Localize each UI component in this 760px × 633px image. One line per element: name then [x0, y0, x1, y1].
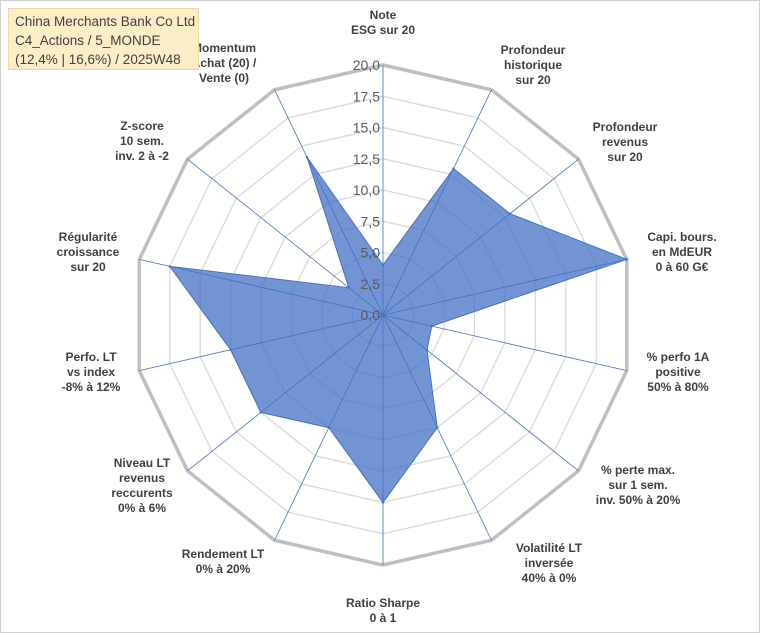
axis-label-line: inversée — [525, 556, 574, 570]
company-name: China Merchants Bank Co Ltd — [15, 14, 196, 29]
series-point — [229, 348, 232, 351]
axis-label-line: Régularité — [59, 230, 118, 244]
radial-tick-label: 2,5 — [361, 276, 381, 292]
axis-label: Z-score 10 sem. inv. 2 à -2 — [115, 119, 169, 163]
series-point — [168, 265, 171, 268]
series-point — [381, 501, 385, 504]
axis-label: Capi. bours. en MdEUR 0 à 60 G€ — [647, 230, 716, 274]
axis-label-line: Volatilité LT — [516, 541, 583, 555]
axis-label-line: Note — [370, 8, 397, 22]
axis-label-line: en MdEUR — [652, 245, 712, 259]
series-point — [381, 263, 385, 267]
performance-period: (12,4% | 16,6%) / 2025W48 — [15, 52, 181, 67]
axis-label-line: Achat (20) / — [192, 56, 257, 70]
axis-label-line: sur 20 — [70, 260, 106, 274]
axis-label: Ratio Sharpe 0 à 1 — [346, 596, 420, 625]
axis-label-line: 50% à 80% — [647, 380, 709, 394]
radial-tick-label: 0,0 — [361, 307, 381, 323]
axis-label-line: 0% à 20% — [196, 562, 251, 576]
series-point — [327, 426, 330, 429]
axis-label-line: Capi. bours. — [647, 230, 716, 244]
series-point — [436, 426, 439, 429]
axis-label-line: Perfo. LT — [65, 350, 117, 364]
series-area — [168, 157, 629, 504]
axis-label-line: Vente (0) — [199, 71, 249, 85]
radial-tick-label: 15,0 — [353, 120, 380, 136]
axis-label-line: Profondeur — [501, 43, 566, 57]
radial-tick-label: 17,5 — [353, 88, 380, 104]
radial-tick-label: 20,0 — [353, 57, 380, 73]
axis-label-line: 0% à 6% — [118, 501, 166, 515]
radial-tick-label: 5,0 — [361, 245, 381, 261]
radar-series — [168, 156, 629, 504]
axis-label-line: revenus — [119, 471, 165, 485]
axis-label-line: Niveau LT — [114, 456, 171, 470]
axis-label: Régularité croissance sur 20 — [57, 230, 120, 274]
axis-label: Niveau LT revenus reccurents 0% à 6% — [111, 456, 173, 515]
axis-label-line: % perte max. — [601, 463, 675, 477]
axis-label-line: -8% à 12% — [62, 380, 121, 394]
series-point — [508, 212, 512, 215]
axis-label-line: historique — [504, 58, 562, 72]
series-point — [625, 258, 628, 261]
axis-label-line: sur 20 — [515, 73, 551, 87]
axis-label: Momentum Achat (20) / Vente (0) — [192, 41, 257, 85]
axis-label-line: inv. 50% à 20% — [596, 493, 681, 507]
axis-label-line: sur 20 — [607, 150, 643, 164]
series-point — [347, 286, 350, 289]
portfolio-category: C4_Actions / 5_MONDE — [15, 33, 161, 48]
axis-label-line: sur 1 sem. — [608, 478, 667, 492]
axis-label: % perte max. sur 1 sem. inv. 50% à 20% — [596, 463, 681, 507]
radial-tick-label: 7,5 — [361, 213, 381, 229]
series-point — [425, 348, 429, 352]
axis-label-line: croissance — [57, 245, 120, 259]
axis-label-line: positive — [655, 365, 701, 379]
axis-label-line: Z-score — [120, 119, 164, 133]
radial-tick-labels: 0,0 2,5 5,0 7,5 10,0 12,5 15,0 17,5 20,0 — [353, 57, 380, 323]
axis-label-line: revenus — [602, 135, 648, 149]
axis-label: Profondeur historique sur 20 — [501, 43, 566, 87]
axis-label-line: Rendement LT — [182, 547, 265, 561]
series-point — [452, 167, 455, 170]
axis-label-line: Profondeur — [593, 120, 658, 134]
axis-label: Volatilité LT inversée 40% à 0% — [516, 541, 583, 585]
info-box: China Merchants Bank Co Ltd C4_Actions /… — [8, 8, 199, 70]
axis-label: Profondeur revenus sur 20 — [593, 120, 658, 164]
axis-label-line: Ratio Sharpe — [346, 596, 420, 610]
radial-tick-label: 12,5 — [353, 151, 380, 167]
axis-label-line: 10 sem. — [120, 134, 164, 148]
axis-label-line: 0 à 1 — [370, 611, 397, 625]
series-point — [430, 324, 433, 328]
series-point — [305, 156, 309, 159]
axis-label: % perfo 1A positive 50% à 80% — [647, 350, 710, 394]
axis-label-line: inv. 2 à -2 — [115, 149, 169, 163]
axis-label-line: Momentum — [192, 41, 256, 55]
radial-tick-label: 10,0 — [353, 182, 380, 198]
axis-label-line: reccurents — [111, 486, 173, 500]
axis-label: Perfo. LT vs index -8% à 12% — [62, 350, 121, 394]
axis-label-line: vs index — [67, 365, 115, 379]
axis-label-line: 0 à 60 G€ — [656, 260, 709, 274]
series-point — [259, 411, 263, 414]
axis-label-line: ESG sur 20 — [351, 23, 415, 37]
axis-label-line: 40% à 0% — [522, 571, 577, 585]
axis-label: Rendement LT 0% à 20% — [182, 547, 265, 576]
axis-label-line: % perfo 1A — [647, 350, 710, 364]
axis-label: Note ESG sur 20 — [351, 8, 415, 37]
